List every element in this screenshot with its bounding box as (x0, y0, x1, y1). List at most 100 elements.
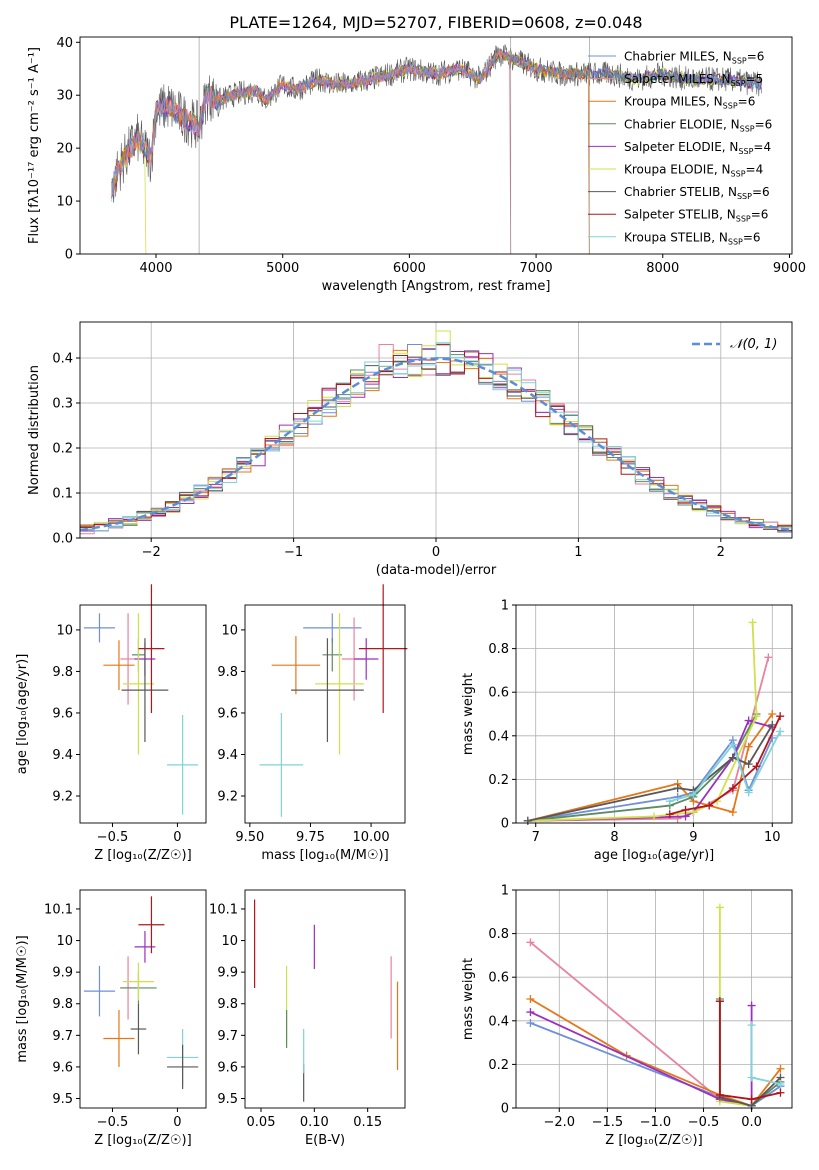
x-tick-label: 7 (532, 830, 540, 845)
legend-label: Chabrier MILES, NSSP=6 (624, 50, 764, 66)
y-tick-label: 0.2 (488, 1058, 509, 1073)
y-tick-label: 9.8 (52, 997, 73, 1012)
y-tick-label: 1 (501, 884, 509, 899)
x-axis-label: Z [log₁₀(Z/Z☉)] (94, 1133, 191, 1148)
histogram-step (80, 330, 792, 529)
series-marker (728, 784, 737, 793)
y-tick-label: 0.3 (52, 397, 73, 412)
series-marker (728, 753, 737, 762)
series-marker (744, 760, 753, 769)
y-tick-label: 0.6 (488, 686, 509, 701)
legend: Chabrier MILES, NSSP=6 Salpeter MILES, NS… (588, 50, 772, 246)
y-axis-label: age [log₁₀(age/yr)] (15, 654, 30, 775)
x-tick-label: −1 (284, 545, 303, 560)
plot-area (111, 37, 762, 255)
y-tick-label: 0.1 (52, 487, 73, 502)
y-axis-label: Flux [fλ10⁻¹⁷ erg cm⁻² s⁻¹ A⁻¹] (27, 47, 42, 244)
y-tick-label: 0.8 (488, 642, 509, 657)
series-marker (747, 1073, 756, 1082)
series-marker (768, 720, 777, 729)
y-tick-label: 9.6 (217, 1060, 238, 1075)
y-axis-label: mass weight (461, 673, 476, 755)
y-tick-label: 0.0 (52, 532, 73, 547)
x-tick-label: −1.5 (592, 1115, 624, 1130)
y-tick-label: 10 (56, 623, 73, 638)
series-marker (526, 995, 535, 1003)
x-tick-label: −1.0 (640, 1115, 672, 1130)
axes-frame (79, 604, 207, 824)
series-marker (752, 712, 761, 721)
series-line (527, 719, 773, 822)
plot-area (83, 896, 199, 1090)
series-line (669, 715, 781, 816)
x-axis-label: mass [log₁₀(M/M☉)] (261, 848, 388, 863)
y-tick-label: 9.4 (217, 748, 238, 763)
series-line (718, 999, 782, 1107)
y-axis-label: mass weight (461, 958, 476, 1040)
series-line (718, 907, 752, 1107)
axes-frame (515, 889, 793, 1109)
y-tick-label: 9.6 (52, 706, 73, 721)
y-tick-label: 20 (56, 142, 73, 157)
y-tick-label: 1 (501, 599, 509, 614)
x-tick-label: 0 (432, 545, 440, 560)
legend-label: Chabrier ELODIE, NSSP=6 (624, 117, 772, 133)
x-tick-label: −2.0 (543, 1115, 575, 1130)
x-tick-label: 7000 (520, 261, 553, 276)
series-marker (715, 997, 724, 1006)
series-marker (776, 1088, 785, 1097)
series-marker (705, 801, 714, 810)
plot-area (254, 899, 399, 1102)
y-axis-label: mass [log₁₀(M/M☉)] (15, 935, 30, 1062)
axes-frame (79, 889, 207, 1109)
x-tick-label: 0.10 (300, 1115, 329, 1130)
series-marker (689, 790, 698, 799)
axes-age-vs-mass: 9.50 9.75 10.00 9.2 9.4 9.6 9.8 10 mass [log₁₀(M… (217, 584, 408, 863)
y-tick-label: 9.8 (52, 665, 73, 680)
x-tick-label: −2 (142, 545, 161, 560)
series-marker (776, 712, 785, 721)
y-axis-label: Normed distribution (27, 365, 42, 495)
plot-area (523, 618, 785, 825)
legend-label: Kroupa MILES, NSSP=6 (624, 95, 755, 111)
y-tick-label: 9.2 (217, 790, 238, 805)
y-tick-label: 10.1 (44, 902, 73, 917)
y-tick-label: 10.1 (209, 902, 238, 917)
series-marker (526, 1008, 535, 1017)
y-tick-label: 9.6 (217, 706, 238, 721)
series-marker (526, 938, 535, 947)
x-axis-label: E(B-V) (305, 1133, 345, 1148)
y-tick-label: 0.4 (488, 729, 509, 744)
y-tick-label: 10 (221, 623, 238, 638)
x-tick-label: 9.50 (235, 830, 264, 845)
axes-frame (244, 889, 406, 1109)
x-tick-label: 9.75 (296, 830, 325, 845)
series-marker (728, 808, 737, 817)
legend-label: Chabrier STELIB, NSSP=6 (624, 185, 770, 201)
y-tick-label: 40 (56, 36, 73, 51)
series-marker (752, 762, 761, 771)
series-marker (650, 812, 658, 821)
y-tick-label: 0.8 (488, 927, 509, 942)
series-line (527, 737, 774, 822)
y-tick-label: 9.9 (217, 966, 238, 981)
y-tick-label: 10 (56, 934, 73, 949)
y-tick-label: 9.2 (52, 790, 73, 805)
y-tick-label: 0 (501, 1102, 509, 1117)
series-marker (665, 810, 674, 819)
y-tick-label: 10 (56, 195, 73, 210)
y-tick-label: 9.8 (217, 665, 238, 680)
y-tick-label: 9.5 (52, 1092, 73, 1107)
series-marker (715, 903, 724, 912)
series-marker (776, 1064, 785, 1073)
axes-mass-vs-Z: −0.5 0 9.5 9.6 9.7 9.8 9.9 10 10.1 Z [log₁₀(Z/Z☉)… (15, 889, 207, 1148)
x-tick-label: 9 (689, 830, 697, 845)
x-tick-label: 10 (764, 830, 781, 845)
x-tick-label: 8000 (646, 261, 679, 276)
series-marker (744, 788, 753, 797)
y-tick-label: 0.4 (52, 352, 73, 367)
y-tick-label: 9.5 (217, 1092, 238, 1107)
y-tick-label: 9.4 (52, 748, 73, 763)
axes-age-vs-Z: −0.5 0 9.2 9.4 9.6 9.8 10 Z [log₁₀(Z/Z☉)] age [l… (15, 584, 207, 863)
x-axis-label: wavelength [Angstrom, rest frame] (322, 279, 551, 294)
